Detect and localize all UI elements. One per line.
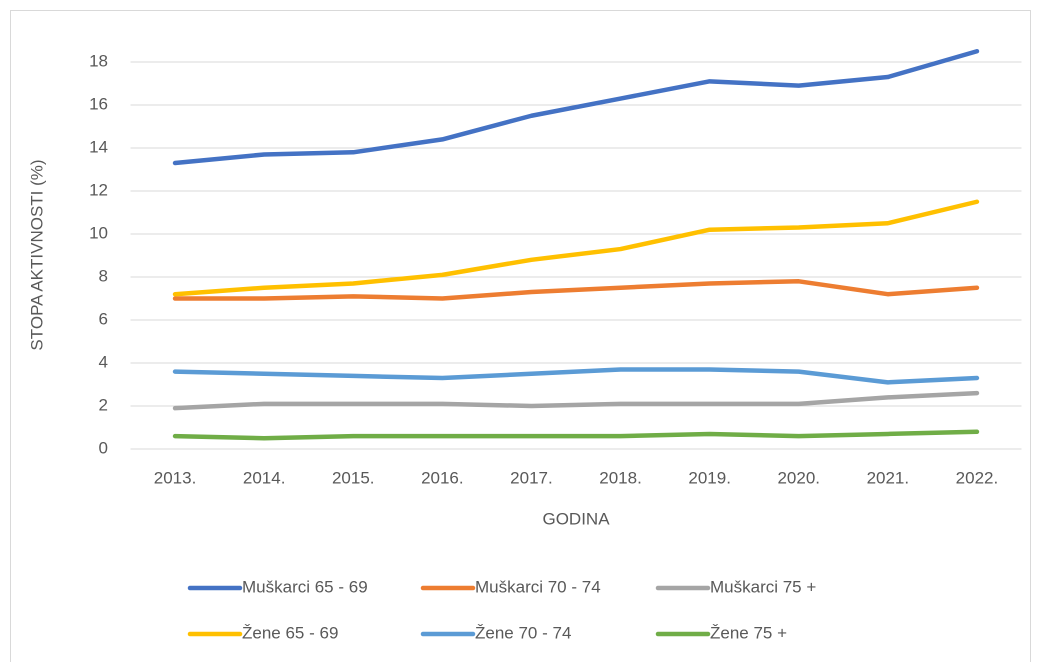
legend-label: Muškarci 70 - 74 bbox=[475, 577, 601, 596]
series-line bbox=[172, 367, 980, 385]
legend-label: Žene 70 - 74 bbox=[475, 623, 571, 642]
y-tick-label: 10 bbox=[89, 223, 108, 242]
legend-label: Žene 75 + bbox=[710, 623, 787, 642]
x-tick-label: 2015. bbox=[332, 468, 375, 487]
x-tick-label: 2022. bbox=[956, 468, 999, 487]
legend-label: Muškarci 75 + bbox=[710, 577, 816, 596]
series-line bbox=[172, 279, 980, 301]
legend-label: Muškarci 65 - 69 bbox=[242, 577, 368, 596]
x-tick-label: 2018. bbox=[599, 468, 642, 487]
x-tick-label: 2016. bbox=[421, 468, 464, 487]
y-tick-label: 4 bbox=[99, 352, 108, 371]
x-tick-label: 2021. bbox=[867, 468, 910, 487]
x-tick-label: 2014. bbox=[243, 468, 286, 487]
y-tick-label: 14 bbox=[89, 137, 108, 156]
series-line bbox=[172, 49, 980, 166]
x-tick-label: 2017. bbox=[510, 468, 553, 487]
y-axis-label: STOPA AKTIVNOSTI (%) bbox=[27, 159, 46, 350]
chart-border bbox=[10, 10, 1031, 662]
x-tick-label: 2013. bbox=[154, 468, 197, 487]
y-tick-label: 8 bbox=[99, 266, 108, 285]
series-line bbox=[172, 390, 980, 411]
x-tick-label: 2020. bbox=[777, 468, 820, 487]
x-tick-label: 2019. bbox=[688, 468, 731, 487]
y-tick-label: 6 bbox=[99, 309, 108, 328]
legend-label: Žene 65 - 69 bbox=[242, 623, 338, 642]
y-tick-label: 12 bbox=[89, 180, 108, 199]
x-axis-label: GODINA bbox=[542, 509, 610, 528]
y-tick-label: 0 bbox=[99, 438, 108, 457]
series-line bbox=[172, 429, 980, 441]
series-line bbox=[172, 199, 980, 297]
y-tick-label: 2 bbox=[99, 395, 108, 414]
y-tick-label: 16 bbox=[89, 94, 108, 113]
y-tick-label: 18 bbox=[89, 51, 108, 70]
